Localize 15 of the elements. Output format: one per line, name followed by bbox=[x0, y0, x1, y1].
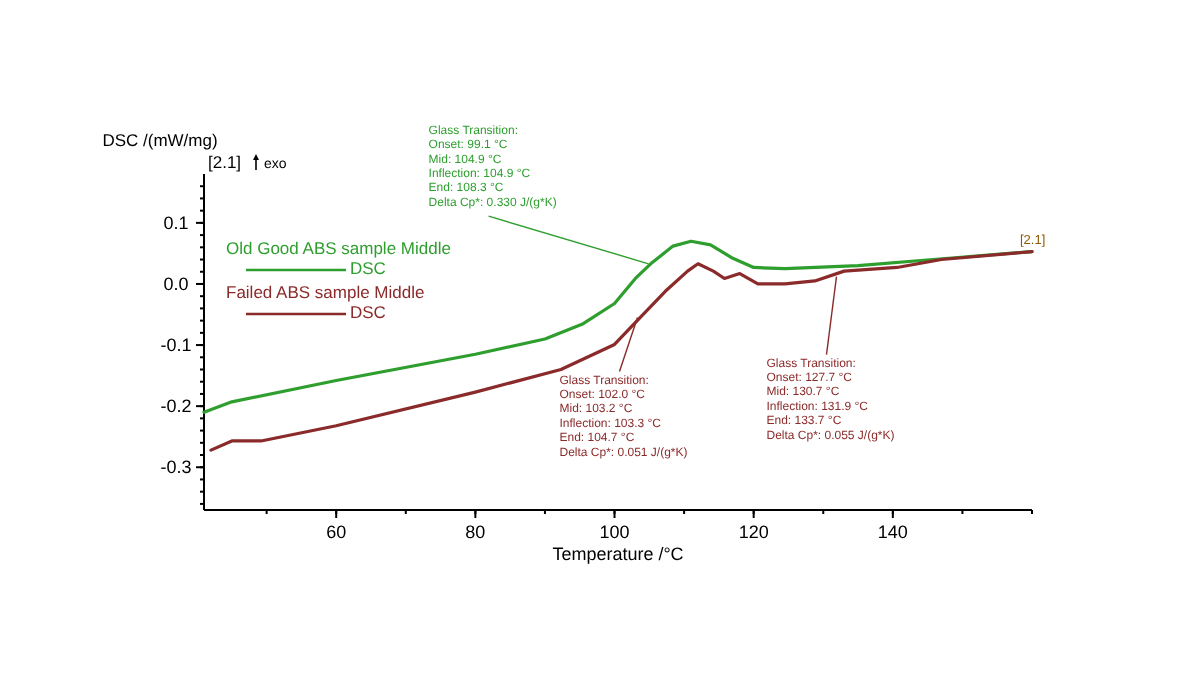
x-tick-label: 60 bbox=[326, 522, 347, 542]
y-tick-label: 0.0 bbox=[163, 273, 189, 294]
x-tick-label: 120 bbox=[738, 522, 769, 542]
x-axis-title: Temperature /°C bbox=[552, 544, 685, 564]
y-tick-label: 0.1 bbox=[163, 212, 189, 233]
x-tick-label: 140 bbox=[877, 522, 908, 542]
text: [2.1] bbox=[208, 152, 242, 172]
x-tick-label: 80 bbox=[465, 522, 486, 542]
text: Failed ABS sample Middle DSC bbox=[226, 282, 425, 322]
x-tick-label: 100 bbox=[599, 522, 630, 542]
y-tick-label: -0.3 bbox=[160, 457, 192, 478]
y-tick-label: -0.2 bbox=[160, 396, 192, 417]
text: Old Good ABS sample Middle DSC bbox=[226, 238, 452, 278]
y-tick-label: -0.1 bbox=[160, 335, 192, 356]
y-axis-title: DSC /(mW/mg) bbox=[102, 130, 218, 150]
